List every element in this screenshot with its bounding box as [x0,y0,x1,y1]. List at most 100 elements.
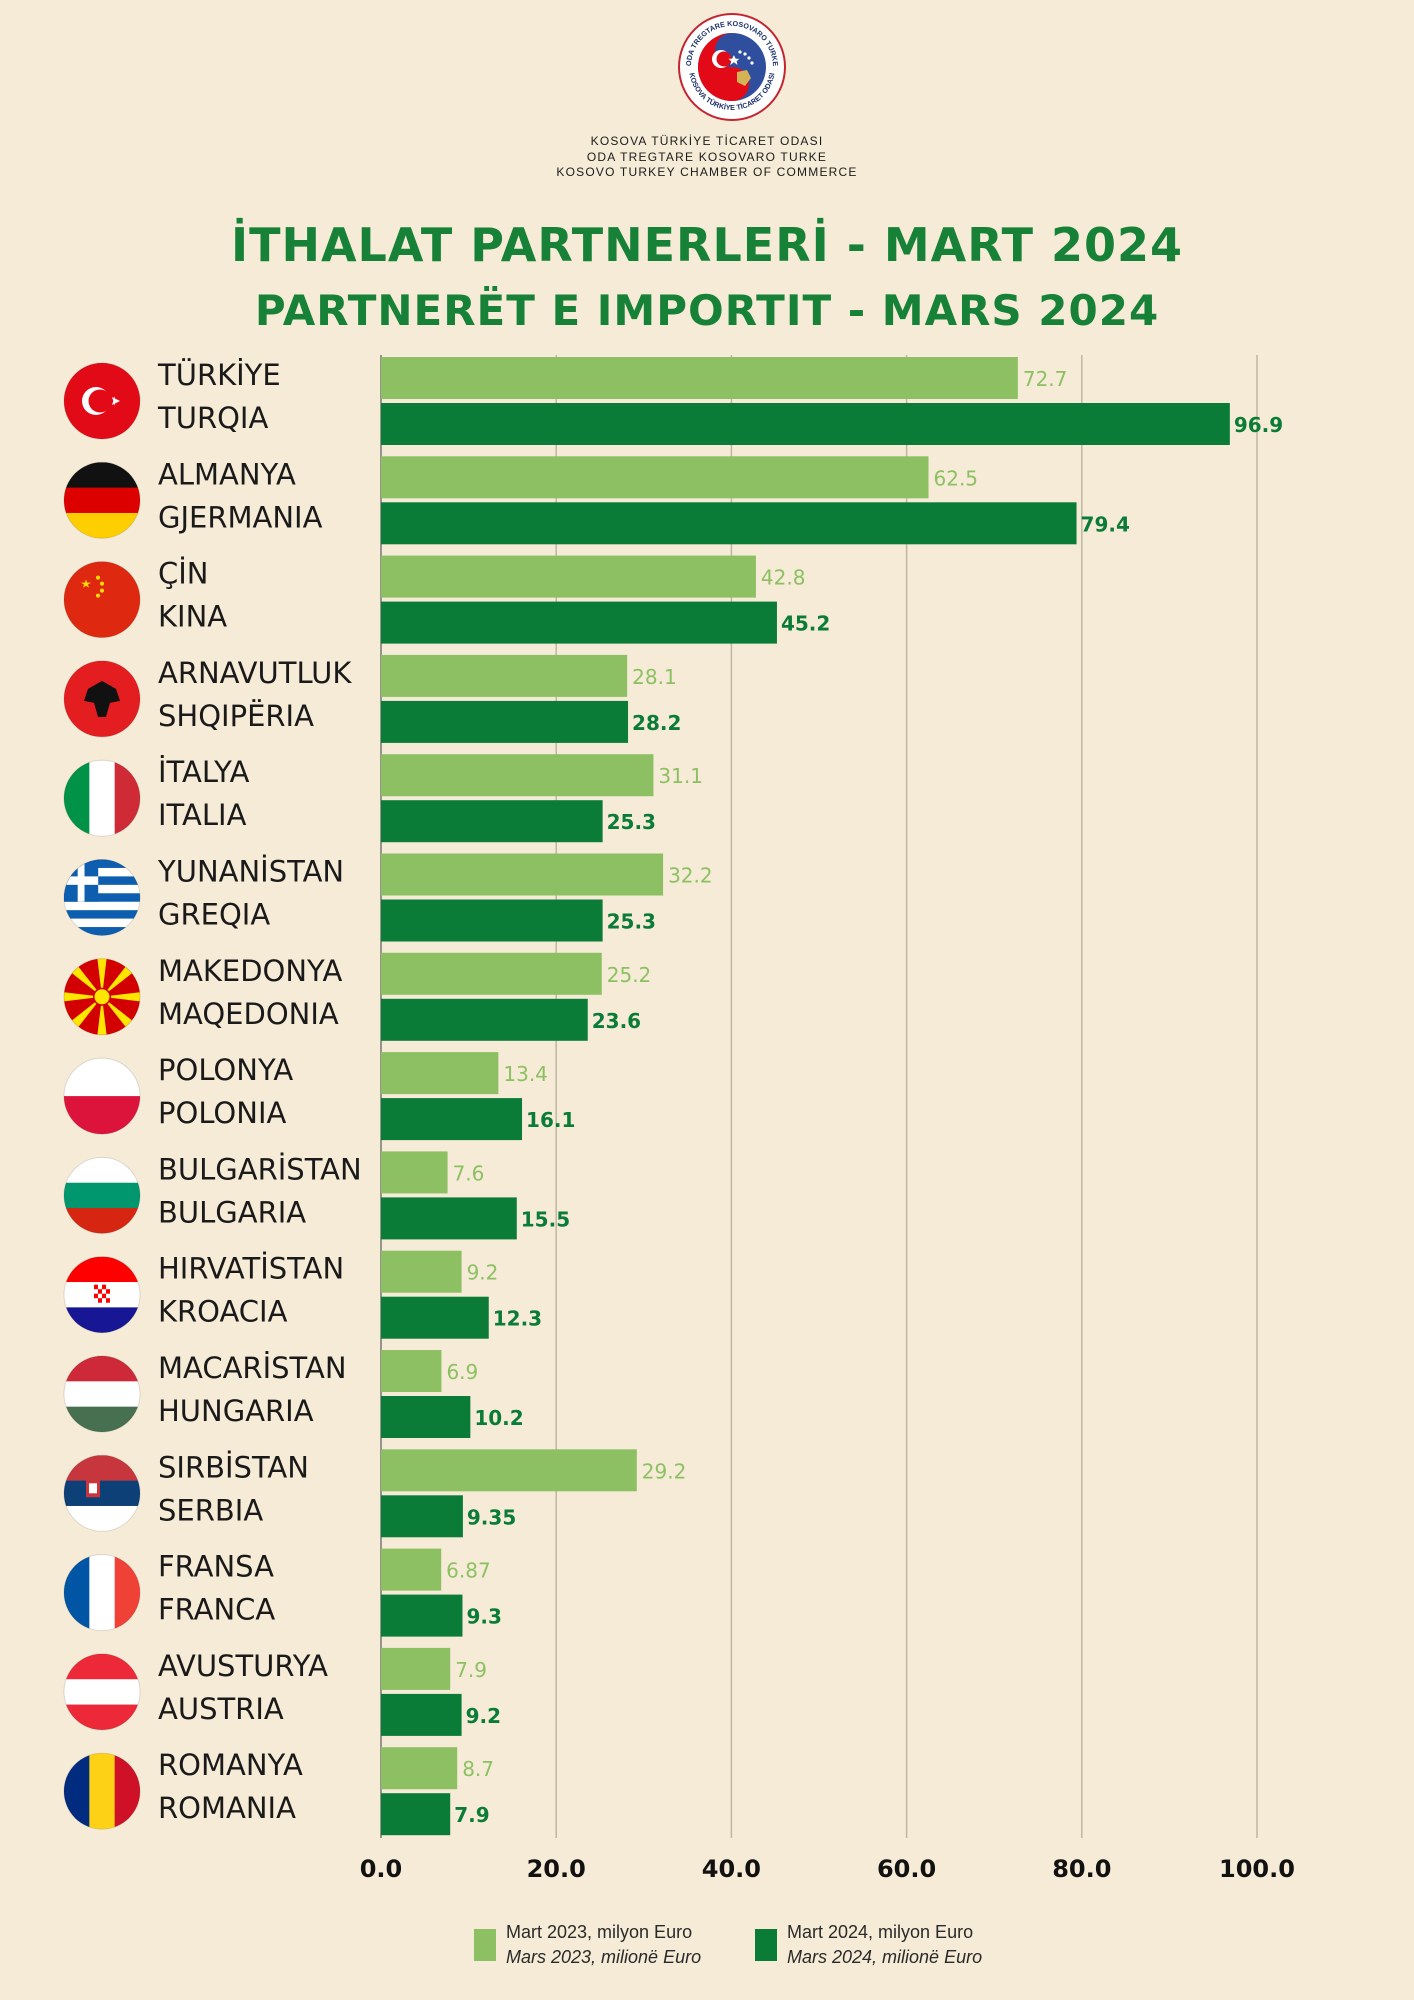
legend-2023-line2: Mars 2023, milionë Euro [506,1947,702,1967]
country-name-tr: MACARİSTAN [158,1351,347,1385]
albania-flag-icon [63,660,141,738]
bar-2023 [381,853,664,896]
greece-flag-icon [63,859,141,936]
bar-2024 [381,403,1230,445]
country-name-sq: HUNGARIA [158,1394,314,1428]
bar-2023 [381,1747,458,1790]
data-label-2024: 12.3 [493,1307,542,1331]
data-label-2023: 7.6 [453,1161,485,1185]
org-name-en: KOSOVO TURKEY CHAMBER OF COMMERCE [556,165,858,179]
bar-2024 [381,1296,489,1339]
country-name-sq: GREQIA [158,898,270,932]
romania-flag-icon [63,1752,141,1830]
country-name-sq: ROMANIA [158,1791,296,1825]
bar-2023 [381,1250,462,1293]
country-name-tr: AVUSTURYA [158,1649,328,1683]
bulgaria-flag-icon [63,1156,141,1234]
country-name-tr: ÇİN [158,557,209,591]
bar-2024 [381,899,603,942]
data-label-2024: 9.35 [467,1505,516,1529]
data-label-2023: 62.5 [934,466,979,490]
germany-flag-icon [63,461,141,539]
x-tick-label: 100.0 [1219,1855,1295,1883]
bar-2023 [381,754,654,797]
country-name-tr: TÜRKİYE [157,358,281,392]
data-label-2023: 13.4 [503,1062,548,1086]
legend-2024-line1: Mart 2024, milyon Euro [787,1922,974,1942]
data-label-2023: 28.1 [632,665,677,689]
data-label-2024: 15.5 [521,1207,570,1231]
data-label-2023: 29.2 [642,1459,687,1483]
bar-2024 [381,800,603,843]
legend-2024-line2: Mars 2024, milionë Euro [787,1947,983,1967]
data-label-2023: 42.8 [761,566,806,590]
legend-swatch-2024 [755,1929,777,1961]
x-tick-label: 60.0 [877,1855,936,1883]
data-label-2024: 28.2 [632,711,681,735]
bar-2024 [381,1793,451,1836]
data-label-2023: 9.2 [467,1261,499,1285]
legend-label-2024: Mart 2024, milyon Euro Mars 2024, milion… [787,1920,982,1970]
bar-2024 [381,998,588,1041]
x-tick-label: 80.0 [1052,1855,1111,1883]
austria-flag-icon [63,1653,141,1731]
data-label-2024: 25.3 [607,910,656,934]
bar-2023 [381,1449,637,1492]
bar-2023 [381,357,1018,399]
country-name-tr: YUNANİSTAN [157,855,344,889]
bar-2024 [381,1693,462,1736]
italy-flag-icon [63,759,141,837]
country-name-tr: BULGARİSTAN [158,1152,362,1186]
country-name-tr: POLONYA [158,1053,293,1087]
data-label-2024: 7.9 [454,1803,489,1827]
data-label-2024: 25.3 [607,810,656,834]
data-label-2024: 9.3 [466,1605,501,1629]
bar-2023 [381,555,756,598]
data-label-2024: 45.2 [781,612,830,636]
data-label-2024: 10.2 [474,1406,523,1430]
x-tick-label: 40.0 [702,1855,761,1883]
country-name-sq: POLONIA [158,1096,287,1130]
bar-2023 [381,1151,448,1194]
bar-2023 [381,1052,499,1095]
country-name-tr: FRANSA [158,1550,274,1584]
org-name-tr: KOSOVA TÜRKİYE TİCARET ODASI [590,134,824,148]
x-tick-label: 0.0 [360,1855,403,1883]
country-name-tr: HIRVATİSTAN [158,1252,344,1286]
data-label-2023: 6.87 [446,1559,491,1583]
country-name-tr: ALMANYA [158,457,296,491]
data-label-2024: 79.4 [1081,512,1130,536]
data-label-2023: 32.2 [668,864,713,888]
data-label-2023: 25.2 [607,963,652,987]
country-name-tr: SIRBİSTAN [158,1450,309,1484]
country-name-tr: İTALYA [158,755,250,789]
serbia-flag-icon [63,1454,141,1532]
bar-2024 [381,1098,523,1141]
chamber-logo: ODA TREGTARE KOSOVARO TURKE KOSOVA TÜRKİ… [678,13,786,121]
bar-2023 [381,1350,442,1392]
x-tick-label: 20.0 [527,1855,586,1883]
bar-2024 [381,1594,463,1637]
bar-2024 [381,700,629,743]
country-name-sq: KINA [158,600,227,634]
bar-2024 [381,601,777,644]
data-label-2024: 23.6 [592,1009,641,1033]
data-label-2023: 31.1 [658,764,703,788]
data-label-2024: 96.9 [1234,413,1283,437]
bar-2024 [381,1396,471,1438]
data-label-2023: 6.9 [446,1360,478,1384]
data-label-2023: 7.9 [455,1658,487,1682]
legend-swatch-2023 [474,1929,496,1961]
poland-flag-icon [63,1057,141,1135]
turkey-flag-icon [63,362,141,440]
legend-2023-line1: Mart 2023, milyon Euro [506,1922,693,1942]
bar-2024 [381,1197,517,1240]
country-name-sq: AUSTRIA [158,1692,284,1726]
china-flag-icon [63,561,141,639]
north-macedonia-flag-icon [63,958,141,1036]
bar-2023 [381,654,628,697]
country-name-sq: TURQIA [157,401,268,435]
country-name-tr: ROMANYA [158,1748,303,1782]
bar-2024 [381,1495,463,1538]
